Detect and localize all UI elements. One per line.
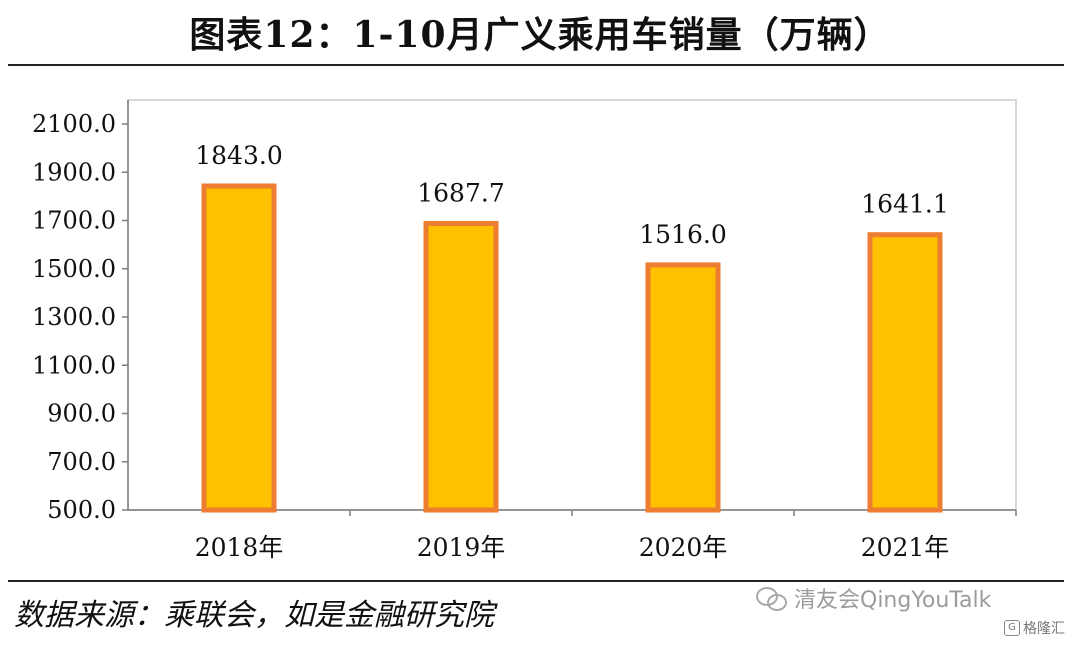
gelonghui-logo-icon: G bbox=[1004, 620, 1020, 636]
y-tick-label: 1300.0 bbox=[32, 303, 116, 331]
watermark: 清友会QingYouTalk bbox=[756, 582, 991, 614]
bar-2021年 bbox=[867, 232, 943, 513]
y-tick-label: 2100.0 bbox=[32, 110, 116, 138]
bar-2018年 bbox=[201, 183, 277, 513]
bar-chart: 500.0 700.0 900.0 1100.0 1300.0 1500.0 1700.0 1… bbox=[32, 99, 1017, 562]
x-tick-label: 2019年 bbox=[417, 533, 506, 562]
x-tick-label: 2018年 bbox=[195, 533, 284, 562]
bar-2019年 bbox=[423, 220, 499, 513]
data-label: 1641.1 bbox=[861, 190, 948, 219]
y-tick-label: 1500.0 bbox=[32, 255, 116, 283]
watermark-text: 清友会QingYouTalk bbox=[794, 588, 992, 613]
y-tick-label: 1700.0 bbox=[32, 207, 116, 235]
data-label: 1516.0 bbox=[639, 220, 726, 249]
bottom-rule bbox=[8, 580, 1064, 582]
x-tick-label: 2021年 bbox=[861, 533, 950, 562]
y-tick-label: 1100.0 bbox=[32, 351, 116, 379]
data-source-note: 数据来源：乘联会，如是金融研究院 bbox=[14, 598, 494, 633]
x-tick-label: 2020年 bbox=[639, 533, 728, 562]
wechat-icon bbox=[756, 585, 788, 611]
corner-logo-text: 格隆汇 bbox=[1023, 621, 1065, 637]
top-rule bbox=[8, 64, 1064, 66]
figure-title: 图表12：1-10月广义乘用车销量（万辆） bbox=[189, 14, 891, 56]
data-label: 1687.7 bbox=[417, 178, 504, 207]
y-tick-label: 1900.0 bbox=[32, 158, 116, 186]
y-tick-label: 500.0 bbox=[47, 496, 116, 524]
y-tick-label: 900.0 bbox=[47, 400, 116, 428]
data-label: 1843.0 bbox=[195, 141, 282, 170]
bar-2020年 bbox=[645, 262, 721, 513]
corner-logo: G 格隆汇 bbox=[1004, 618, 1065, 638]
y-tick-label: 700.0 bbox=[47, 448, 116, 476]
